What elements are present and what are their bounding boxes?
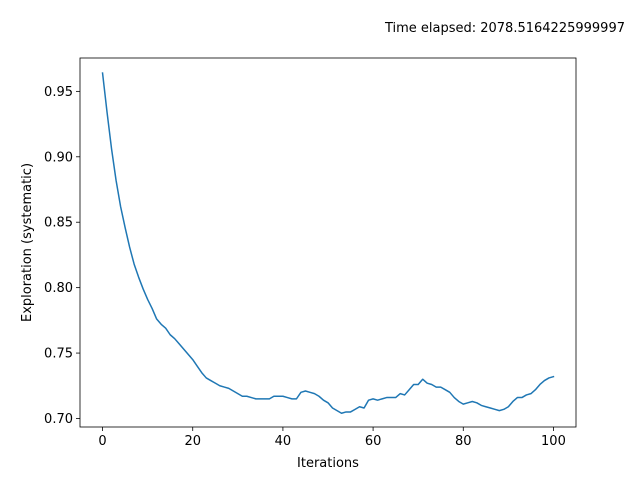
plot-area-frame [79,57,577,428]
y-tick-label: 0.75 [44,347,73,362]
series-line [101,72,555,415]
y-axis-label: Exploration (systematic) [20,163,35,322]
y-tick-label: 0.70 [44,412,73,427]
y-tick-label: 0.85 [44,216,73,231]
y-tick-label: 0.90 [44,150,73,165]
y-tick-label: 0.80 [44,281,73,296]
y-tick-label: 0.95 [44,85,73,100]
time-elapsed-annotation: Time elapsed: 2078.5164225999997 [384,21,625,36]
x-tick-label: 60 [365,434,382,449]
y-axis-ticks: 0.70 0.75 0.80 0.85 0.90 0.95 [44,85,80,427]
x-tick-label: 40 [275,434,292,449]
x-tick-label: 20 [184,434,201,449]
x-tick-label: 80 [455,434,472,449]
x-axis-label: Iterations [297,456,359,471]
x-axis-ticks: 0 20 40 60 80 100 [98,427,566,449]
x-tick-label: 100 [541,434,566,449]
x-tick-label: 0 [98,434,106,449]
